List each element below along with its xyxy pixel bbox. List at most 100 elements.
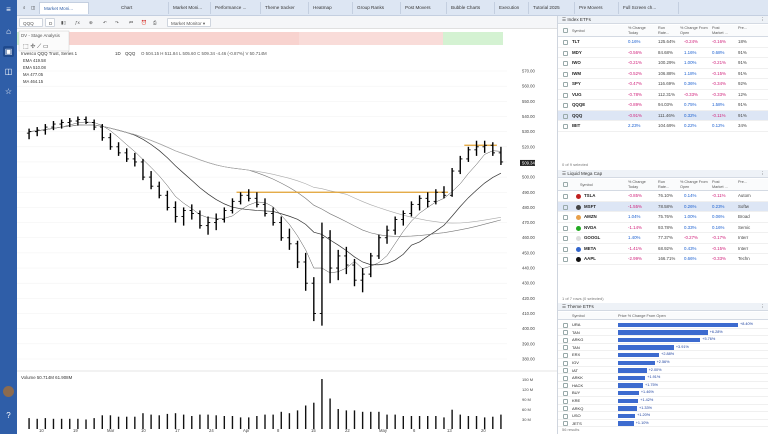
col-pre[interactable]: Pre... bbox=[738, 26, 748, 30]
panel-menu-icon[interactable]: ⋮ bbox=[760, 171, 765, 176]
symbol-cell[interactable]: GOOGL bbox=[584, 235, 601, 240]
col-change-open[interactable]: % Change From Open bbox=[680, 180, 708, 189]
symbol-cell[interactable]: AAPL bbox=[584, 256, 596, 261]
theme-row[interactable]: IGV +2.56% bbox=[558, 359, 768, 367]
row-checkbox[interactable] bbox=[563, 71, 568, 77]
theme-row[interactable]: URA +8.40% bbox=[558, 321, 768, 329]
col-run-rate[interactable]: Run Rate... bbox=[658, 180, 670, 189]
drawing-panel[interactable]: DV - Stage Analysis ⬚ ✢ ⟋ ▭ bbox=[18, 30, 70, 52]
col-sort[interactable]: Price % Change From Open bbox=[618, 314, 666, 318]
table-row[interactable]: MSFT -1.55% 78.58% 0.26% 0.23% Softw bbox=[558, 201, 768, 212]
row-checkbox[interactable] bbox=[563, 92, 568, 98]
symbol-cell[interactable]: JETS bbox=[572, 420, 582, 426]
col-post-market[interactable]: Post Market ... bbox=[712, 180, 728, 189]
chart-icon[interactable]: ◫ bbox=[4, 67, 13, 76]
symbol-cell[interactable]: NVDA bbox=[584, 224, 597, 230]
theme-row[interactable]: TAN +3.91% bbox=[558, 344, 768, 352]
table-row[interactable]: META -1.41% 68.92% 0.43% -0.15% Interr bbox=[558, 244, 768, 254]
tab-theme-tracker[interactable]: Theme tracker bbox=[261, 2, 309, 14]
symbol-cell[interactable]: TSLA bbox=[584, 193, 596, 198]
row-checkbox[interactable] bbox=[563, 375, 568, 381]
drawing-tools-icons[interactable]: ⬚ ✢ ⟋ ▭ bbox=[23, 43, 49, 50]
theme-row[interactable]: ARKQ +1.33% bbox=[558, 405, 768, 413]
alert-icon[interactable]: ⏰ bbox=[141, 20, 147, 25]
tab-tutorial[interactable]: Tutorial 2025 bbox=[529, 2, 575, 14]
row-checkbox[interactable] bbox=[563, 322, 568, 328]
price-axis[interactable]: 570.00560.00550.00540.00530.00520.00510.… bbox=[522, 69, 535, 362]
col-post-market[interactable]: Post Market ... bbox=[712, 26, 728, 35]
table-row[interactable]: MDY -0.56% 84.68% 1.16% 0.68% 91% bbox=[558, 48, 768, 58]
symbol-cell[interactable]: TLT bbox=[572, 39, 580, 44]
row-checkbox[interactable] bbox=[563, 413, 568, 419]
symbol-cell[interactable]: SPY bbox=[572, 81, 581, 86]
table-row[interactable]: GOOGL 1.40% 77.37% -0.27% -0.17% Interr bbox=[558, 233, 768, 244]
row-checkbox[interactable] bbox=[563, 50, 568, 56]
star-icon[interactable]: ☆ bbox=[4, 87, 13, 96]
symbol-cell[interactable]: MDY bbox=[572, 49, 582, 55]
theme-row[interactable]: KRE +1.42% bbox=[558, 397, 768, 405]
row-checkbox[interactable] bbox=[563, 82, 568, 87]
replay-icon[interactable]: ⏮ bbox=[129, 20, 134, 25]
interval-select[interactable]: D bbox=[45, 18, 55, 27]
row-checkbox[interactable] bbox=[563, 360, 568, 366]
layout-select[interactable]: Market Monitor ▾ bbox=[167, 18, 211, 27]
monitor-icon[interactable]: ▣ bbox=[3, 46, 14, 57]
help-icon[interactable]: ? bbox=[6, 411, 11, 420]
col-change-today[interactable]: % Change Today bbox=[628, 26, 646, 35]
panel-menu-icon[interactable]: ⋮ bbox=[760, 17, 765, 22]
row-checkbox[interactable] bbox=[563, 352, 568, 358]
row-checkbox[interactable] bbox=[563, 345, 568, 351]
panel-menu-icon[interactable]: ⋮ bbox=[760, 304, 765, 309]
select-all-checkbox[interactable] bbox=[563, 182, 568, 187]
candle-type-icon[interactable]: ▮▯ bbox=[61, 20, 67, 25]
time-axis[interactable]: 10 19 Mar 10 17 24 Apr 8 15 22 May 6 13 20 bbox=[39, 428, 486, 433]
table-row[interactable]: VUG -0.78% 112.31% -0.33% -0.33% 12% bbox=[558, 90, 768, 100]
table-row[interactable]: TSLA -0.85% 76.10% 0.14% -0.11% Autom bbox=[558, 191, 768, 202]
symbol-cell[interactable]: ARKQ bbox=[572, 405, 584, 411]
symbol-cell[interactable]: USO bbox=[572, 413, 581, 419]
row-checkbox[interactable] bbox=[563, 368, 568, 374]
tab-post-movers[interactable]: Post Movers bbox=[401, 2, 447, 14]
redo-icon[interactable]: ↷ bbox=[115, 20, 119, 25]
col-change-today[interactable]: % Change Today bbox=[628, 180, 646, 189]
symbol-cell[interactable]: BUY bbox=[572, 390, 581, 396]
symbol-cell[interactable]: IBIT bbox=[572, 123, 581, 128]
symbol-cell[interactable]: TAN bbox=[572, 344, 580, 350]
symbol-input[interactable]: QQQ bbox=[19, 18, 43, 27]
row-checkbox[interactable] bbox=[563, 204, 568, 210]
theme-row[interactable]: ARKK +1.91% bbox=[558, 374, 768, 382]
avatar[interactable] bbox=[3, 386, 14, 397]
symbol-cell[interactable]: TAN bbox=[572, 329, 580, 335]
row-checkbox[interactable] bbox=[563, 124, 568, 129]
row-checkbox[interactable] bbox=[563, 246, 568, 252]
theme-row[interactable]: IAT +2.00% bbox=[558, 367, 768, 375]
theme-row[interactable]: BUY +1.46% bbox=[558, 389, 768, 397]
table-row[interactable]: IWM -0.52% 106.88% 1.18% -0.15% 91% bbox=[558, 69, 768, 79]
table-row[interactable]: IBIT 2.23% 104.69% 0.22% 0.12% 34% bbox=[558, 121, 768, 132]
row-checkbox[interactable] bbox=[563, 398, 568, 404]
row-checkbox[interactable] bbox=[563, 383, 568, 389]
theme-row[interactable]: ARKG +5.76% bbox=[558, 336, 768, 344]
symbol-cell[interactable]: URA bbox=[572, 322, 581, 327]
indicators-icon[interactable]: ƒx bbox=[75, 20, 80, 25]
row-checkbox[interactable] bbox=[563, 236, 568, 241]
symbol-cell[interactable]: IWM bbox=[572, 70, 582, 76]
table-row[interactable]: TLT 0.16% 125.64% -0.24% -0.16% 18% bbox=[558, 37, 768, 48]
undo-icon[interactable]: ↶ bbox=[103, 20, 107, 25]
tab-heatmap[interactable]: Heatmap bbox=[309, 2, 353, 14]
row-checkbox[interactable] bbox=[563, 103, 568, 108]
table-row[interactable]: AMZN 1.04% 75.76% 1.00% 0.06% Broad bbox=[558, 212, 768, 223]
tab-market-monitor[interactable]: Market Moni... bbox=[39, 2, 89, 14]
screenshot-icon[interactable]: ⎙ bbox=[153, 20, 157, 25]
price-chart-svg[interactable]: DV - Stage Analysis ⬚ ✢ ⟋ ▭ Invesco QQQ … bbox=[17, 29, 557, 434]
tab-performance[interactable]: Performance ... bbox=[211, 2, 261, 14]
col-change-open[interactable]: % Change From Open bbox=[680, 26, 708, 35]
theme-row[interactable]: ERX +2.88% bbox=[558, 351, 768, 359]
table-row[interactable]: NVDA -1.14% 93.78% 0.33% 0.16% Semic bbox=[558, 223, 768, 233]
theme-row[interactable]: TAN +6.28% bbox=[558, 329, 768, 337]
row-checkbox[interactable] bbox=[563, 40, 568, 45]
symbol-cell[interactable]: ARKK bbox=[572, 375, 583, 381]
symbol-cell[interactable]: QQQE bbox=[572, 102, 586, 107]
col-symbol[interactable]: Symbol bbox=[580, 183, 593, 187]
row-checkbox[interactable] bbox=[563, 337, 568, 343]
